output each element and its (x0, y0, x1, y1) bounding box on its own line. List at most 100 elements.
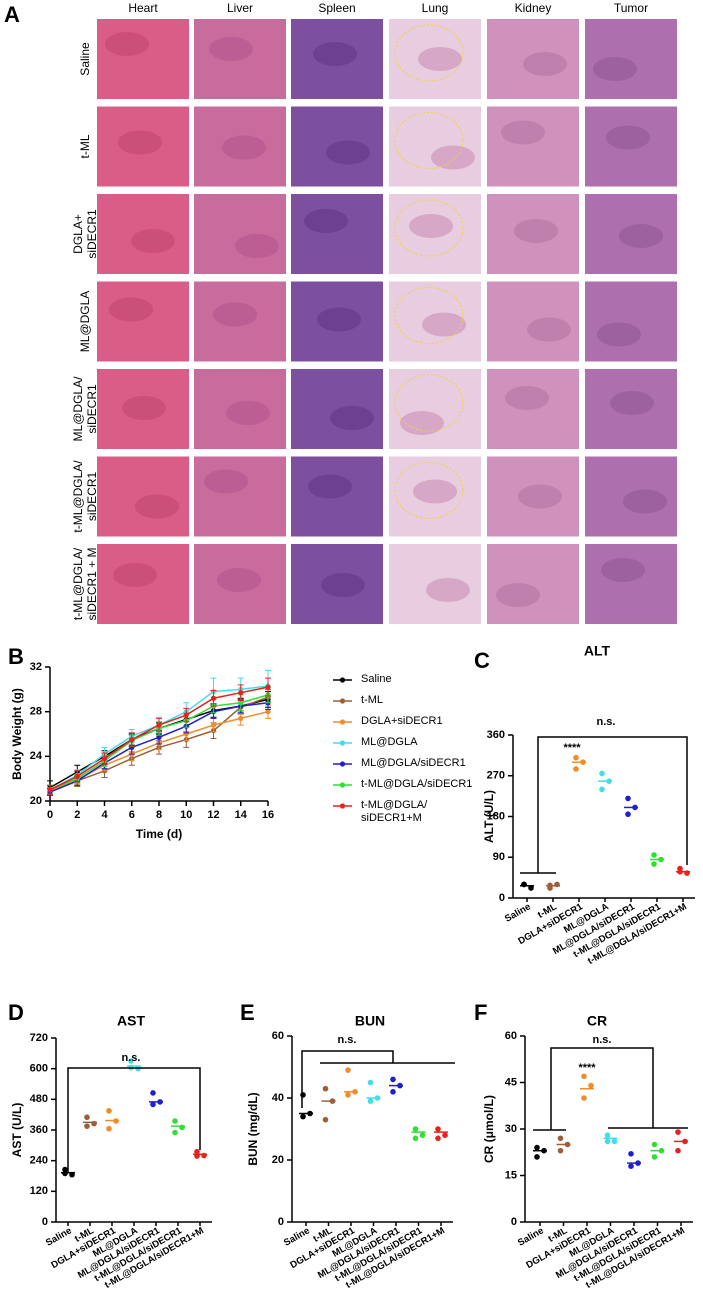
legend-label: DGLA+siDECR1 (361, 715, 443, 727)
histology-image (97, 194, 189, 274)
histology-image (389, 544, 481, 624)
data-point (322, 1116, 329, 1123)
histology-image (389, 106, 481, 187)
data-point (651, 1141, 658, 1148)
tissue-texture (422, 312, 466, 337)
tissue-texture (222, 135, 266, 160)
tissue-texture (135, 494, 179, 519)
data-point (150, 1090, 156, 1096)
histology-image (487, 19, 579, 99)
lesion-outline (394, 287, 464, 344)
tissue-texture (514, 219, 558, 243)
tissue-texture (623, 489, 667, 514)
data-point (547, 882, 553, 889)
y-tick-label: 0 (42, 1216, 48, 1228)
tissue-texture (505, 386, 549, 410)
significance-label: n.s. (593, 1034, 612, 1046)
data-point (113, 1118, 119, 1124)
histology-image (487, 106, 579, 187)
x-tick-label: 12 (207, 809, 219, 821)
lesion-outline (394, 462, 464, 519)
tissue-texture (235, 234, 279, 258)
data-point (62, 1166, 68, 1173)
y-tick-label: 90 (493, 851, 505, 863)
data-point (210, 722, 217, 728)
tissue-texture (601, 558, 645, 582)
data-point (390, 1076, 396, 1083)
tissue-texture (313, 42, 357, 66)
y-tick-label: 20 (30, 795, 42, 807)
data-point (374, 1095, 381, 1101)
data-point (84, 1123, 90, 1129)
legend-marker (339, 719, 346, 725)
tissue-texture (109, 297, 153, 322)
y-tick-label: 45 (505, 1076, 517, 1088)
legend-label: t-ML@DGLA/siDECR1 (361, 778, 473, 790)
tissue-texture (113, 563, 157, 587)
y-tick-label: 20 (272, 1154, 284, 1166)
column-header: Heart (128, 1, 158, 15)
tissue-texture (606, 125, 650, 150)
data-point (91, 1120, 97, 1127)
y-tick-label: 15 (505, 1169, 517, 1181)
data-point (588, 1082, 594, 1089)
chart-title: BUN (355, 1013, 385, 1029)
row-label: t-ML (78, 134, 92, 158)
row-label: siDECR1 + M (85, 547, 99, 620)
tissue-texture (418, 47, 462, 71)
data-point (541, 1147, 547, 1154)
data-point (412, 1126, 419, 1132)
histology-image (97, 106, 189, 187)
data-point (604, 1132, 611, 1138)
histology-image (585, 544, 677, 624)
data-point (435, 1126, 441, 1132)
tissue-texture (321, 573, 365, 597)
legend-label: Saline (361, 673, 392, 685)
data-point (84, 1114, 90, 1121)
histology-image (487, 194, 579, 274)
data-point (682, 1138, 688, 1145)
data-point (238, 715, 244, 721)
x-tick-label: Saline (503, 901, 533, 925)
data-point (367, 1098, 374, 1104)
histology-image (291, 544, 383, 624)
lesion-outline (394, 374, 464, 432)
tissue-texture (304, 209, 348, 233)
data-point (367, 1079, 374, 1086)
y-tick-label: 360 (487, 729, 505, 741)
histology-image (585, 19, 677, 99)
panel-label: C (474, 648, 490, 673)
y-tick-label: 40 (272, 1092, 284, 1104)
panel-label: E (240, 1000, 255, 1025)
data-point (604, 1138, 611, 1145)
data-point (129, 736, 135, 743)
data-point (658, 1147, 665, 1154)
data-point (210, 695, 217, 701)
histology-image (291, 106, 383, 187)
legend-label: ML@DGLA/siDECR1 (361, 757, 466, 769)
data-point (47, 787, 53, 793)
x-tick-label: 16 (262, 809, 274, 821)
data-point (534, 1144, 540, 1151)
histology-image (194, 106, 286, 187)
legend-marker (339, 782, 346, 788)
significance-bracket (550, 1047, 654, 1130)
histology-image (97, 456, 189, 537)
data-point (390, 1089, 396, 1095)
legend-marker (339, 803, 346, 809)
row-label: t-ML@DGLA/ (71, 460, 85, 533)
tissue-texture (409, 214, 453, 238)
data-point (521, 881, 527, 888)
x-tick-label: Saline (282, 1225, 312, 1249)
significance-label: n.s. (597, 716, 616, 728)
legend-marker (339, 761, 346, 767)
histology-image (194, 194, 286, 274)
data-point (265, 684, 271, 690)
y-tick-label: 0 (511, 1216, 517, 1228)
data-point (307, 1110, 313, 1117)
y-axis-title: ALT (U/L) (482, 790, 496, 843)
y-tick-label: 180 (487, 810, 505, 822)
histology-image (585, 456, 677, 537)
data-point (238, 690, 244, 696)
data-point (675, 1147, 681, 1154)
